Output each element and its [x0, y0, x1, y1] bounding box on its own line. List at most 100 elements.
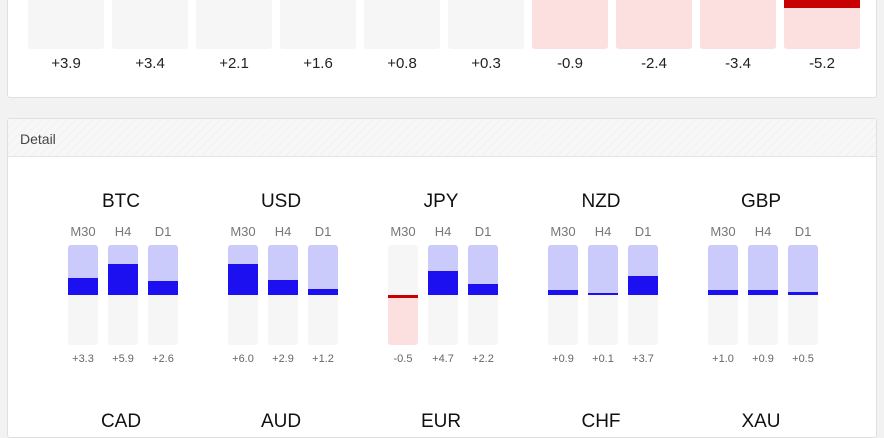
timeframe-value: +2.6 — [152, 353, 174, 365]
summary-value: +1.6 — [303, 55, 333, 72]
strength-bar — [548, 245, 578, 345]
timeframe-label: H4 — [114, 224, 132, 239]
strength-bar — [628, 245, 658, 345]
timeframe-value: +1.2 — [312, 353, 334, 365]
currency-name: XAU — [741, 411, 781, 432]
timeframe-value: +2.2 — [472, 353, 494, 365]
strength-bar-lower — [308, 295, 338, 345]
strength-bar-fill — [468, 284, 498, 295]
timeframe-value: -0.5 — [393, 353, 413, 365]
strength-bar-fill — [588, 293, 618, 295]
strength-bar-fill — [148, 281, 178, 295]
timeframe-label: D1 — [154, 224, 172, 239]
strength-bar — [588, 245, 618, 345]
summary-bar-box — [196, 0, 272, 49]
timeframe-label: H4 — [274, 224, 292, 239]
strength-bar-fill — [228, 264, 258, 295]
strength-bar-lower — [148, 295, 178, 345]
timeframe-value: +6.0 — [232, 353, 254, 365]
timeframe-value: +2.9 — [272, 353, 294, 365]
strength-bar-lower — [68, 295, 98, 345]
strength-bar — [468, 245, 498, 345]
detail-panel: Detail BTC M30 +3.3 H4 +5.9 D1 +2.6 USD M30 +6.0 H… — [7, 118, 877, 438]
strength-bar-fill — [788, 292, 818, 295]
strength-bar-lower — [708, 295, 738, 345]
timeframe-label: M30 — [230, 224, 256, 239]
timeframe-value: +3.7 — [632, 353, 654, 365]
currency-name: JPY — [423, 191, 459, 212]
strength-bar-upper — [388, 245, 418, 295]
detail-panel-header: Detail — [8, 119, 876, 157]
timeframe-label: H4 — [594, 224, 612, 239]
currency-name: AUD — [260, 411, 302, 432]
currency-name: BTC — [102, 191, 140, 212]
timeframe-label: M30 — [550, 224, 576, 239]
strength-bar-upper — [788, 245, 818, 295]
timeframe-value: +3.3 — [72, 353, 94, 365]
summary-bar-box — [784, 0, 860, 49]
strength-bar-upper — [708, 245, 738, 295]
strength-bar-lower — [788, 295, 818, 345]
timeframe-value: +0.5 — [792, 353, 814, 365]
strength-bar-lower — [268, 295, 298, 345]
summary-value: +2.1 — [219, 55, 249, 72]
summary-value: -2.4 — [641, 55, 667, 72]
strength-bar — [108, 245, 138, 345]
timeframe-label: H4 — [434, 224, 452, 239]
strength-bar-fill — [628, 276, 658, 295]
strength-bar — [708, 245, 738, 345]
timeframe-label: D1 — [474, 224, 492, 239]
currency-name: NZD — [581, 191, 621, 212]
summary-value: -3.4 — [725, 55, 751, 72]
strength-bar-upper — [548, 245, 578, 295]
strength-bar — [308, 245, 338, 345]
strength-bar-upper — [748, 245, 778, 295]
timeframe-label: H4 — [754, 224, 772, 239]
timeframe-label: M30 — [710, 224, 736, 239]
currency-name: GBP — [740, 191, 782, 212]
strength-bar-lower — [108, 295, 138, 345]
strength-bar-fill — [748, 290, 778, 295]
strength-bar — [788, 245, 818, 345]
timeframe-label: M30 — [70, 224, 96, 239]
strength-bar-upper — [308, 245, 338, 295]
currency-name: CHF — [581, 411, 621, 432]
strength-bar-fill — [708, 290, 738, 295]
timeframe-value: +5.9 — [112, 353, 134, 365]
strength-bar — [428, 245, 458, 345]
timeframe-value: +0.9 — [552, 353, 574, 365]
strength-bar-fill — [108, 264, 138, 295]
strength-bar-lower — [428, 295, 458, 345]
summary-bar-box — [280, 0, 356, 49]
timeframe-value: +0.1 — [592, 353, 614, 365]
strength-bar-upper — [588, 245, 618, 295]
strength-bar — [68, 245, 98, 345]
timeframe-value: +0.9 — [752, 353, 774, 365]
summary-value: -5.2 — [809, 55, 835, 72]
strength-bar-fill — [268, 280, 298, 295]
summary-bar-box — [28, 0, 104, 49]
summary-bar-box — [700, 0, 776, 49]
summary-bar-box — [616, 0, 692, 49]
summary-bar-box — [532, 0, 608, 49]
strength-bar — [148, 245, 178, 345]
summary-value: -0.9 — [557, 55, 583, 72]
timeframe-label: M30 — [390, 224, 416, 239]
strength-bar-fill — [548, 290, 578, 295]
strength-bar — [228, 245, 258, 345]
strength-bar — [388, 245, 418, 345]
strength-bar-fill — [68, 278, 98, 295]
summary-bar-box — [364, 0, 440, 49]
strength-bar-lower — [228, 295, 258, 345]
summary-value: +0.3 — [471, 55, 501, 72]
timeframe-label: D1 — [634, 224, 652, 239]
summary-bar-box — [112, 0, 188, 49]
timeframe-label: D1 — [314, 224, 332, 239]
detail-panel-title: Detail — [20, 131, 56, 147]
strength-bar — [268, 245, 298, 345]
strength-bar-lower — [588, 295, 618, 345]
strength-bar-fill — [308, 289, 338, 295]
currency-name: EUR — [420, 411, 462, 432]
strength-bar-lower — [628, 295, 658, 345]
currency-name: USD — [260, 191, 302, 212]
